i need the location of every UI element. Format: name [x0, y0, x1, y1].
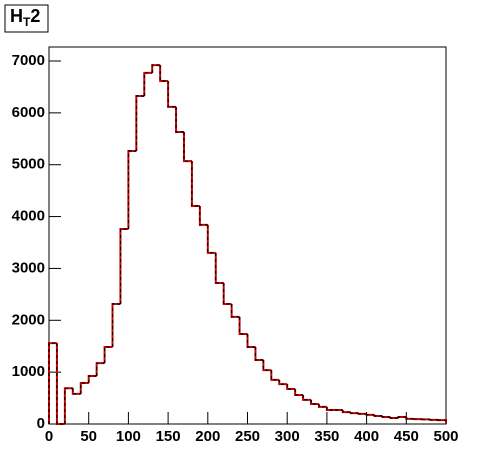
histogram-bin [231, 303, 240, 318]
title-box [4, 4, 49, 33]
x-tick-label: 350 [314, 428, 339, 445]
y-tick-label: 6000 [12, 104, 45, 121]
histogram-bin [366, 413, 375, 416]
y-tick-label: 3000 [12, 259, 45, 276]
histogram-bin [135, 95, 145, 151]
x-tick-label: 300 [275, 428, 300, 445]
histogram-bin [326, 406, 335, 411]
histogram-bin [182, 132, 192, 163]
y-tick-label: 2000 [12, 311, 45, 328]
histogram-bin [270, 370, 280, 381]
histogram-bin [215, 252, 224, 284]
histogram-bin [373, 414, 383, 417]
histogram-bin [350, 412, 359, 414]
histogram-bin [223, 282, 232, 305]
histogram-bin [405, 416, 415, 420]
x-tick-label: 150 [156, 428, 181, 445]
histogram-bin [389, 416, 399, 419]
histogram-bin [302, 394, 312, 401]
x-tick-label: 500 [433, 428, 458, 445]
x-tick-label: 50 [80, 428, 97, 445]
histogram-bin [88, 375, 97, 384]
histogram-bin [127, 150, 137, 230]
histogram-bin [143, 72, 153, 97]
histogram-bin [397, 416, 407, 419]
histogram-bin [262, 359, 272, 372]
x-tick-label: 250 [235, 428, 260, 445]
histogram-bin [429, 419, 439, 421]
title-main: H [10, 6, 23, 26]
histogram-bin [206, 224, 216, 254]
histogram-bin [159, 65, 169, 82]
histogram-bin [437, 419, 447, 424]
histogram-bin [175, 106, 184, 133]
chart-title: HT2 [10, 6, 40, 29]
x-tick-label: 0 [45, 428, 53, 445]
title-subscript: T [23, 15, 31, 29]
y-tick-label: 7000 [12, 52, 45, 69]
y-tick-label: 1000 [12, 363, 45, 380]
histogram-bin [358, 413, 367, 415]
x-tick-label: 200 [195, 428, 220, 445]
y-tick-label: 4000 [12, 208, 45, 225]
histogram-bin [310, 399, 319, 405]
histogram-bin [318, 404, 327, 408]
y-tick-label: 5000 [12, 156, 45, 173]
histogram-bin [191, 161, 200, 207]
histogram-bin [151, 64, 161, 73]
histogram-bin [79, 382, 89, 394]
histogram-bin [294, 388, 304, 396]
histogram-bin [286, 384, 296, 390]
histogram-bin [111, 303, 121, 347]
histogram-bin [278, 379, 288, 385]
histogram-bin [342, 409, 351, 413]
histogram-bin [199, 205, 208, 226]
y-tick-label: 0 [37, 415, 45, 432]
histogram-bin [167, 80, 177, 108]
histogram-bin [96, 362, 105, 377]
title-tail: 2 [30, 6, 40, 26]
histogram-bin [254, 346, 264, 361]
histogram-bin [103, 345, 113, 364]
x-tick-label: 450 [394, 428, 419, 445]
x-tick-label: 100 [116, 428, 141, 445]
histogram-bin [381, 415, 391, 418]
x-tick-label: 400 [354, 428, 379, 445]
histogram-bin [72, 388, 81, 395]
histogram-bin [48, 342, 57, 424]
histogram-bin [246, 334, 256, 348]
histogram-bin [56, 343, 65, 425]
histogram-bin [119, 228, 129, 304]
histogram-bin [238, 316, 248, 336]
histogram-bin [63, 387, 73, 424]
